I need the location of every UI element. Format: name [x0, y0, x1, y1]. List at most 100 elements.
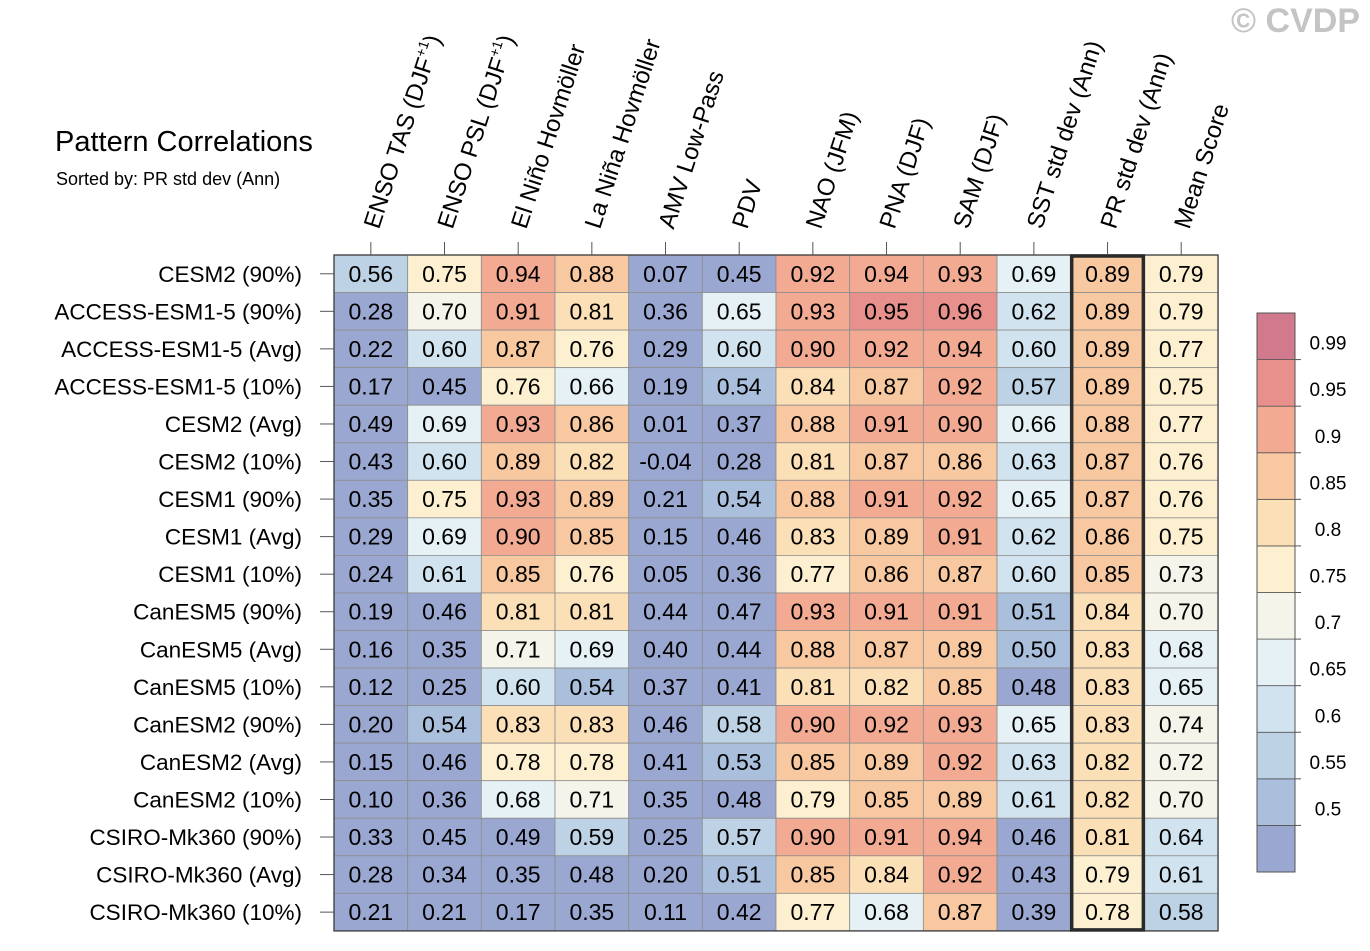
cell-value-label: 0.69 [422, 411, 467, 437]
cell-value-label: 0.53 [717, 749, 762, 775]
cell-value-label: 0.17 [348, 373, 393, 399]
cell-value-label: 0.20 [348, 711, 393, 737]
cell-value-label: 0.94 [938, 824, 983, 850]
cell-value-label: 0.47 [717, 599, 762, 625]
heatmap-cell [628, 367, 703, 406]
heatmap-cell [701, 367, 777, 406]
cell-value-label: 0.71 [496, 636, 541, 662]
heatmap-cell [333, 555, 409, 594]
heatmap-cell [701, 517, 777, 556]
heatmap-cell [1143, 479, 1219, 519]
heatmap-cell [922, 292, 998, 331]
heatmap-cell [628, 555, 703, 594]
heatmap-cell [554, 329, 630, 369]
heatmap-cell [628, 292, 703, 331]
cell-value-label: 0.28 [348, 298, 393, 324]
cell-value-label: 0.83 [790, 524, 835, 550]
heatmap-cell [996, 555, 1072, 594]
heatmap-cell [1070, 254, 1145, 293]
cell-value-label: 0.36 [422, 786, 467, 812]
heatmap-cell [480, 742, 556, 782]
cell-value-label: 0.81 [569, 298, 614, 324]
cell-value-label: 0.68 [1159, 636, 1204, 662]
highlight-column-box [1069, 254, 1146, 932]
heatmap-cell [996, 479, 1072, 519]
heatmap-cell [333, 780, 409, 819]
row-label: ACCESS-ESM1-5 (10%) [54, 374, 302, 399]
cell-value-label: 0.66 [569, 373, 614, 399]
heatmap-cell [407, 442, 482, 481]
heatmap-cell [480, 667, 556, 706]
heatmap-cell [701, 817, 777, 857]
heatmap-cell [333, 329, 409, 369]
heatmap-cell [554, 855, 630, 894]
cell-value-label: 0.87 [938, 561, 983, 587]
heatmap-cell [554, 817, 630, 857]
heatmap-cell [1070, 705, 1145, 744]
heatmap-cell [922, 817, 998, 857]
cell-value-label: 0.40 [643, 636, 688, 662]
cell-value-label: 0.81 [496, 599, 541, 625]
cell-value-label: 0.85 [790, 749, 835, 775]
heatmap-cell [333, 667, 409, 706]
cell-value-label: 0.65 [1011, 711, 1056, 737]
cell-value-label: 0.86 [569, 411, 614, 437]
heatmap-cell [1143, 630, 1219, 669]
cell-value-label: 0.88 [790, 636, 835, 662]
cell-value-label: 0.90 [790, 336, 835, 362]
cell-value-label: 0.21 [348, 899, 393, 925]
cell-value-label: 0.87 [864, 373, 909, 399]
cell-value-label: 0.91 [938, 524, 983, 550]
cell-value-label: 0.58 [1159, 899, 1204, 925]
heatmap-cell [554, 780, 630, 819]
cell-value-label: 0.60 [1011, 336, 1056, 362]
colorbar-label: 0.65 [1310, 660, 1347, 681]
heatmap-cell [849, 742, 924, 782]
heatmap-cell [407, 705, 482, 744]
heatmap-cell [480, 592, 556, 631]
cell-value-label: -0.04 [639, 449, 692, 475]
heatmap-cell [554, 517, 630, 556]
colorbar-label: 0.95 [1310, 380, 1347, 401]
cell-value-label: 0.43 [348, 449, 393, 475]
cell-value-label: 0.46 [422, 749, 467, 775]
chart-subtitle: Sorted by: PR std dev (Ann) [56, 169, 281, 189]
cell-value-label: 0.35 [348, 486, 393, 512]
cell-value-label: 0.77 [1159, 336, 1204, 362]
heatmap-cell [628, 479, 703, 519]
cell-value-label: 0.07 [643, 261, 688, 287]
heatmap-cell [1070, 479, 1145, 519]
heatmap-cell [922, 630, 998, 669]
cell-value-label: 0.89 [938, 636, 983, 662]
heatmap-cell [701, 292, 777, 331]
cell-value-label: 0.57 [717, 824, 762, 850]
cell-value-label: 0.48 [569, 862, 614, 888]
row-label: CESM2 (Avg) [165, 412, 302, 437]
column-label: PNA (DJF) [875, 114, 936, 231]
cell-value-label: 0.20 [643, 862, 688, 888]
cell-value-label: 0.49 [496, 824, 541, 850]
heatmap-cell [922, 329, 998, 369]
column-label: PDV [727, 177, 768, 232]
heatmap-cell [996, 630, 1072, 669]
cell-value-label: 0.69 [422, 524, 467, 550]
heatmap-cell [996, 892, 1072, 932]
colorbar-segment [1256, 405, 1296, 454]
heatmap-cell [922, 780, 998, 819]
cell-value-label: 0.60 [717, 336, 762, 362]
cell-value-label: 0.86 [864, 561, 909, 587]
cell-value-label: 0.89 [864, 524, 909, 550]
cell-value-label: 0.19 [348, 599, 393, 625]
cell-value-label: 0.79 [1159, 261, 1204, 287]
cell-value-label: 0.45 [717, 261, 762, 287]
heatmap-cell [407, 742, 482, 782]
heatmap-cell [775, 630, 851, 669]
cell-value-label: 0.90 [790, 711, 835, 737]
cell-value-label: 0.45 [422, 824, 467, 850]
heatmap-cell [333, 367, 409, 406]
cell-value-label: 0.92 [864, 336, 909, 362]
heatmap-cell [701, 667, 777, 706]
heatmap-cell [922, 705, 998, 744]
cell-value-label: 0.96 [938, 298, 983, 324]
cell-value-label: 0.41 [643, 749, 688, 775]
